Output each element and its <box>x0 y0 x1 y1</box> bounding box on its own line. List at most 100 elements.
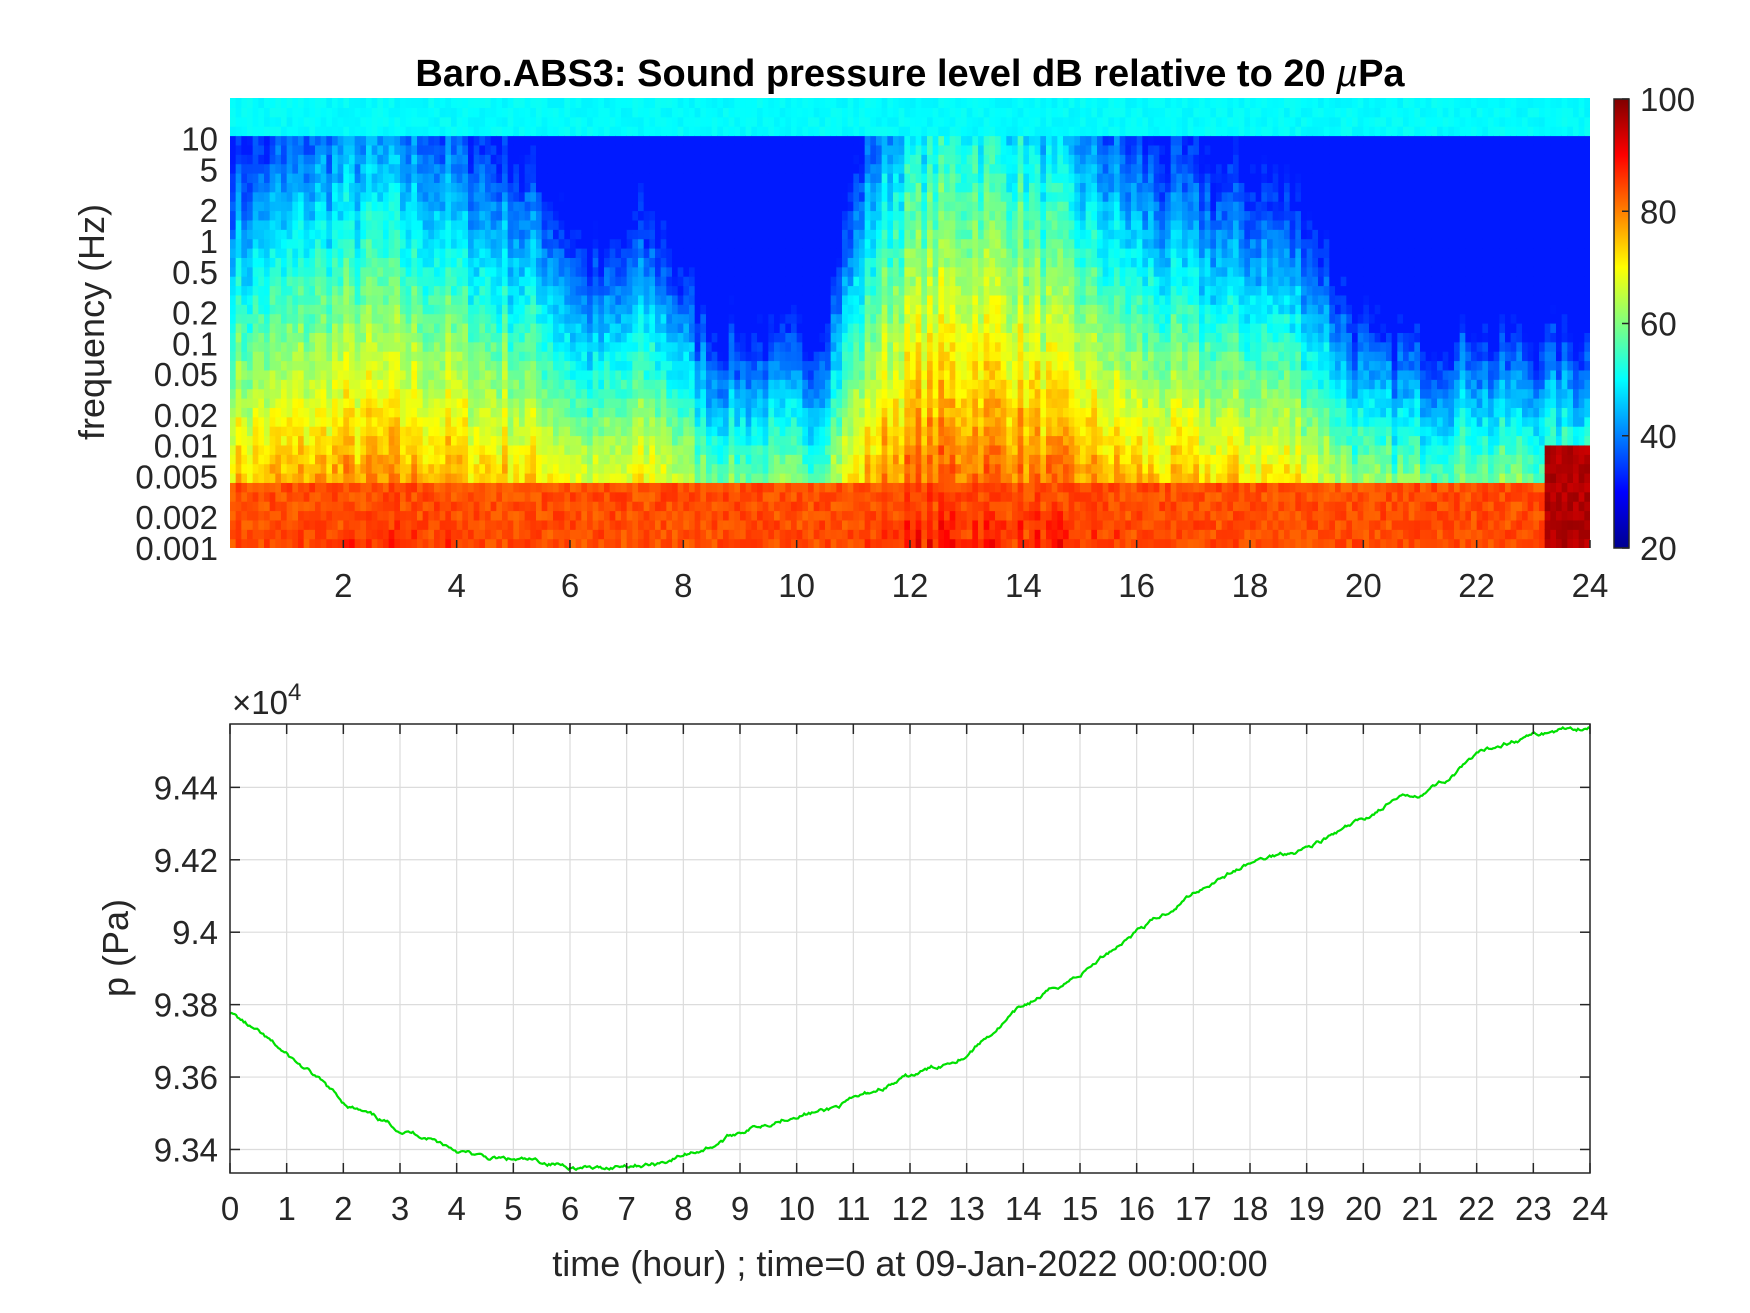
heatmap-cell <box>757 473 764 483</box>
heatmap-cell <box>621 126 628 137</box>
heatmap-cell <box>762 454 769 465</box>
heatmap-cell <box>235 107 242 118</box>
heatmap-cell <box>337 276 344 287</box>
heatmap-cell <box>366 323 373 333</box>
heatmap-cell <box>808 369 815 380</box>
heatmap-cell <box>643 501 650 512</box>
heatmap-cell <box>530 229 537 240</box>
heatmap-cell <box>315 210 322 221</box>
heatmap-cell <box>417 444 424 455</box>
heatmap-cell <box>581 510 588 521</box>
heatmap-cell <box>417 182 424 193</box>
heatmap-cell <box>462 538 469 548</box>
heatmap-cell <box>558 154 565 165</box>
heatmap-cell <box>689 407 696 418</box>
heatmap-cell <box>360 126 367 137</box>
heatmap-cell <box>298 266 305 277</box>
heatmap-cell <box>598 285 605 296</box>
heatmap-cell <box>575 360 582 371</box>
heatmap-cell <box>728 313 735 324</box>
heatmap-cell <box>360 407 367 418</box>
heatmap-cell <box>332 351 339 362</box>
heatmap-cell <box>655 360 662 371</box>
heatmap-cell <box>592 173 599 183</box>
heatmap-cell <box>598 341 605 352</box>
heatmap-cell <box>247 313 254 324</box>
heatmap-cell <box>241 257 248 268</box>
heatmap-cell <box>592 473 599 483</box>
heatmap-cell <box>405 519 412 530</box>
heatmap-cell <box>235 369 242 380</box>
heatmap-cell <box>422 351 429 362</box>
heatmap-cell <box>666 323 673 333</box>
heatmap-cell <box>728 266 735 277</box>
heatmap-cell <box>626 191 633 202</box>
heatmap-cell <box>366 163 373 174</box>
heatmap-cell <box>615 285 622 296</box>
heatmap-cell <box>230 398 237 408</box>
heatmap-cell <box>349 398 356 408</box>
heatmap-cell <box>343 435 350 446</box>
heatmap-cell <box>683 135 690 146</box>
heatmap-cell <box>751 182 758 193</box>
heatmap-cell <box>428 510 435 521</box>
heatmap-cell <box>751 285 758 296</box>
heatmap-cell <box>371 173 378 183</box>
heatmap-cell <box>235 116 242 127</box>
heatmap-cell <box>422 369 429 380</box>
heatmap-cell <box>332 229 339 240</box>
heatmap-cell <box>371 435 378 446</box>
heatmap-cell <box>813 491 820 502</box>
heatmap-cell <box>745 369 752 380</box>
heatmap-cell <box>609 238 616 249</box>
heatmap-cell <box>649 285 656 296</box>
heatmap-cell <box>264 238 271 249</box>
heatmap-cell <box>660 398 667 408</box>
heatmap-cell <box>751 482 758 493</box>
heatmap-cell <box>252 285 259 296</box>
heatmap-cell <box>371 276 378 287</box>
heatmap-cell <box>320 360 327 371</box>
heatmap-cell <box>734 294 741 305</box>
heatmap-cell <box>269 351 276 362</box>
heatmap-cell <box>400 163 407 174</box>
heatmap-cell <box>343 135 350 146</box>
heatmap-cell <box>700 98 707 108</box>
heatmap-cell <box>320 398 327 408</box>
heatmap-cell <box>315 388 322 399</box>
heatmap-cell <box>541 276 548 287</box>
heatmap-cell <box>264 341 271 352</box>
heatmap-cell <box>524 210 531 221</box>
heatmap-cell <box>621 463 628 474</box>
heatmap-cell <box>394 163 401 174</box>
heatmap-cell <box>666 107 673 118</box>
heatmap-cell <box>808 238 815 249</box>
heatmap-cell <box>343 416 350 427</box>
heatmap-cell <box>513 538 520 548</box>
heatmap-cell <box>643 266 650 277</box>
heatmap-cell <box>683 276 690 287</box>
heatmap-cell <box>575 341 582 352</box>
heatmap-cell <box>309 276 316 287</box>
heatmap-cell <box>292 229 299 240</box>
heatmap-cell <box>417 360 424 371</box>
heatmap-cell <box>360 294 367 305</box>
heatmap-cell <box>235 173 242 183</box>
heatmap-cell <box>394 388 401 399</box>
heatmap-cell <box>621 482 628 493</box>
heatmap-cell <box>677 182 684 193</box>
heatmap-cell <box>524 529 531 540</box>
heatmap-cell <box>337 238 344 249</box>
heatmap-cell <box>547 323 554 333</box>
heatmap-cell <box>320 126 327 137</box>
heatmap-cell <box>785 482 792 493</box>
heatmap-cell <box>643 332 650 343</box>
heatmap-cell <box>609 191 616 202</box>
heatmap-cell <box>592 388 599 399</box>
heatmap-cell <box>700 332 707 343</box>
heatmap-cell <box>598 435 605 446</box>
heatmap-cell <box>513 501 520 512</box>
heatmap-cell <box>723 304 730 315</box>
heatmap-cell <box>485 463 492 474</box>
heatmap-cell <box>700 107 707 118</box>
